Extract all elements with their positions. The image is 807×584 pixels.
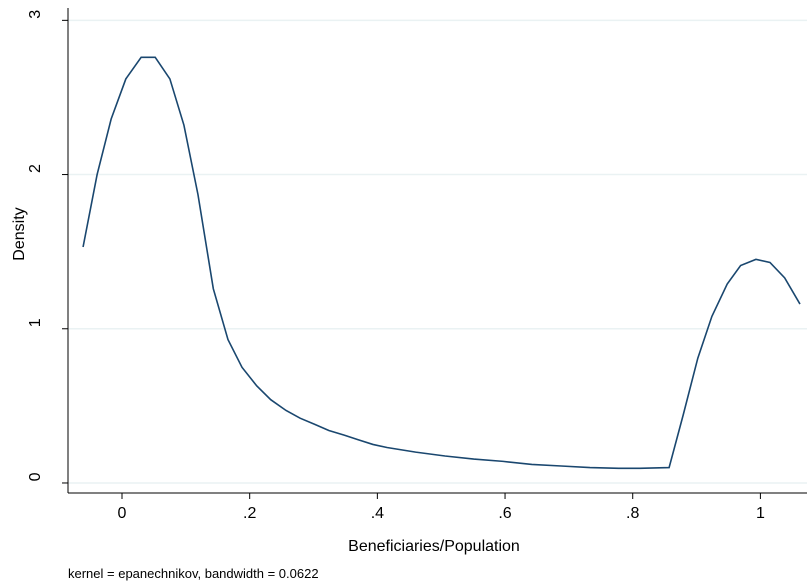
x-tick-label: .6 [498,505,511,522]
x-tick-label: .2 [243,505,256,522]
x-tick-label: .8 [626,505,639,522]
y-tick-label: 3 [27,10,44,19]
x-tick-label: 0 [118,505,127,522]
x-tick-label: .4 [371,505,384,522]
note: kernel = epanechnikov, bandwidth = 0.062… [68,566,319,581]
y-tick-label: 2 [27,164,44,173]
y-tick-label: 0 [27,472,44,481]
x-tick-label: 1 [756,505,765,522]
y-axis-label: Density [11,207,28,260]
x-axis-label: Beneficiaries/Population [348,538,520,555]
y-tick-label: 1 [27,318,44,327]
density-line [82,56,801,470]
